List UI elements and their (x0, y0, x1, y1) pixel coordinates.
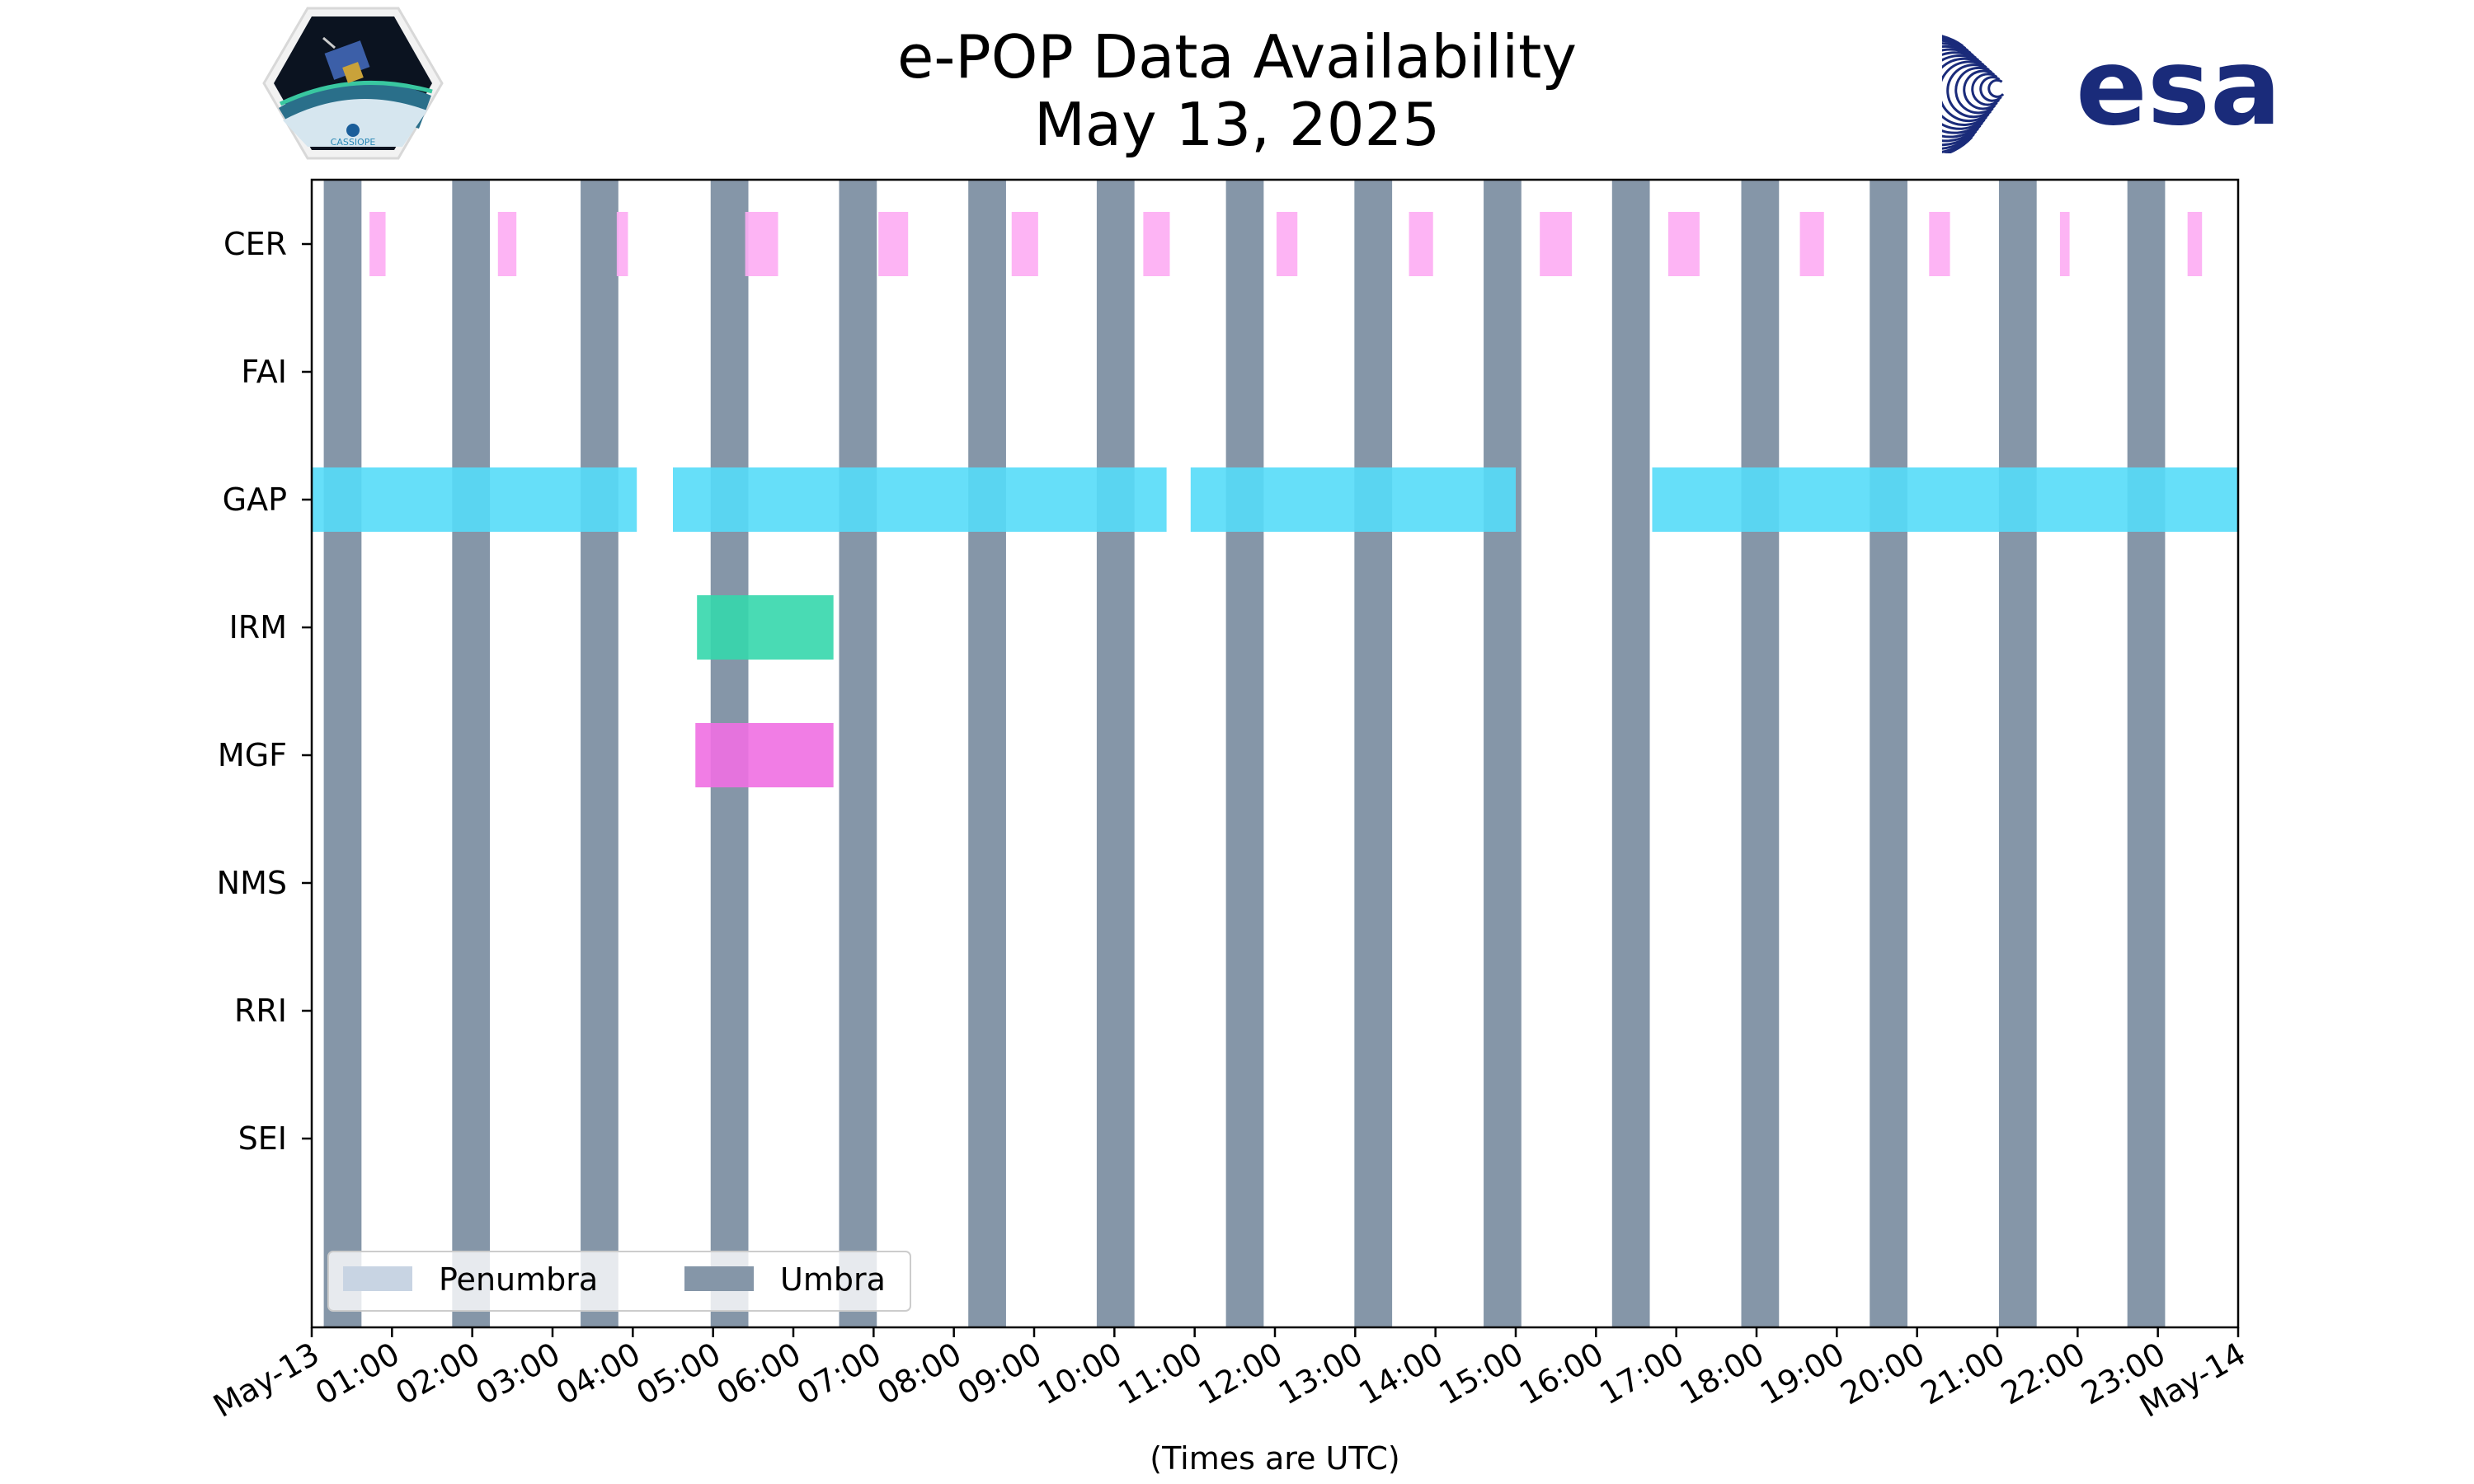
x-tick-label-22: 22:00 (1995, 1336, 2091, 1412)
x-tick-label-15: 15:00 (1433, 1336, 1530, 1412)
y-axis: CER FAI GAP IRM MGF NMS RRI SEI (217, 226, 312, 1157)
esa-swirl-arc-10 (1942, 48, 1983, 139)
y-tick-label-mgf: MGF (218, 737, 287, 773)
x-axis-label: (Times are UTC) (1150, 1440, 1399, 1477)
cer-bar-5 (1011, 212, 1038, 276)
cassiope-logo: CASSIOPE (262, 7, 444, 160)
x-tick-label-7: 07:00 (791, 1336, 887, 1412)
esa-swirl-arc-13 (1942, 39, 1978, 150)
x-tick-label-20: 20:00 (1834, 1336, 1931, 1412)
x-tick-label-3: 03:00 (470, 1336, 567, 1412)
y-tick-label-cer: CER (223, 226, 287, 262)
cer-bar-11 (1799, 212, 1824, 276)
umbra-band-2 (581, 180, 618, 1327)
umbra-band-0 (323, 180, 362, 1327)
umbra-band-1 (452, 180, 491, 1327)
x-tick-label-18: 18:00 (1674, 1336, 1771, 1412)
gap-bar-1 (673, 467, 1167, 532)
y-tick-label-sei: SEI (238, 1120, 287, 1157)
esa-logo-text: esa (2076, 26, 2281, 149)
esa-swirl-arc-4 (1954, 66, 1997, 115)
esa-swirl-arc-1 (1979, 76, 2002, 102)
esa-swirl-arc-11 (1942, 45, 1982, 143)
esa-swirl-arc-8 (1942, 54, 1987, 130)
x-tick-label-1: 01:00 (309, 1336, 406, 1412)
x-tick-label-21: 21:00 (1915, 1336, 2011, 1412)
esa-swirl-arc-5 (1946, 63, 1994, 119)
legend-box (327, 1251, 911, 1312)
umbra-band-4 (839, 180, 877, 1327)
x-tick-label-11: 11:00 (1112, 1336, 1208, 1412)
y-tick-label-nms: NMS (217, 865, 287, 901)
cer-bar-1 (497, 212, 517, 276)
irm-bar-0 (697, 595, 834, 660)
x-tick-label-17: 17:00 (1593, 1336, 1690, 1412)
x-tick-label-5: 05:00 (630, 1336, 727, 1412)
cer-bar-13 (2059, 212, 2070, 276)
y-tick-label-fai: FAI (241, 354, 287, 390)
umbra-band-6 (1096, 180, 1135, 1327)
umbra-band-5 (968, 180, 1006, 1327)
legend-umbra-swatch (684, 1266, 754, 1291)
x-tick-label-8: 08:00 (871, 1336, 967, 1412)
umbra-band-8 (1354, 180, 1393, 1327)
instrument-bars (312, 212, 2238, 787)
x-tick-label-10: 10:00 (1032, 1336, 1128, 1412)
gap-bar-0 (312, 467, 637, 532)
cer-bar-0 (369, 212, 386, 276)
umbra-band-12 (1870, 180, 1907, 1327)
legend-penumbra-label: Penumbra (439, 1261, 598, 1298)
legend-penumbra-swatch (343, 1266, 412, 1291)
x-tick-label-19: 19:00 (1754, 1336, 1851, 1412)
esa-swirl-arc-6 (1942, 60, 1992, 123)
legend-umbra-label: Umbra (780, 1261, 886, 1298)
x-tick-label-16: 16:00 (1513, 1336, 1610, 1412)
gap-bar-3 (1652, 467, 2238, 532)
umbra-band-10 (1611, 180, 1650, 1327)
mgf-bar-0 (695, 723, 834, 787)
esa-swirl-arc-12 (1942, 42, 1979, 147)
esa-swirl-arc-0 (1987, 78, 2005, 98)
x-tick-label-14: 14:00 (1352, 1336, 1449, 1412)
cer-bar-4 (878, 212, 909, 276)
umbra-band-9 (1484, 180, 1522, 1327)
x-tick-label-4: 04:00 (550, 1336, 647, 1412)
cer-bar-2 (616, 212, 628, 276)
y-tick-label-rri: RRI (234, 993, 287, 1029)
cer-bar-14 (2187, 212, 2203, 276)
cer-bar-10 (1667, 212, 1700, 276)
umbra-bands (323, 180, 2166, 1327)
x-tick-label-9: 09:00 (952, 1336, 1048, 1412)
legend: Penumbra Umbra (327, 1251, 911, 1312)
cer-bar-12 (1929, 212, 1950, 276)
x-tick-label-2: 02:00 (389, 1336, 486, 1412)
y-tick-label-irm: IRM (229, 609, 287, 646)
esa-swirl-arc-7 (1942, 57, 1990, 126)
cer-bar-8 (1409, 212, 1433, 276)
cer-bar-3 (745, 212, 778, 276)
cer-bar-7 (1276, 212, 1298, 276)
cer-bar-6 (1143, 212, 1170, 276)
x-tick-label-13: 13:00 (1272, 1336, 1369, 1412)
esa-logo: esa (1942, 26, 2281, 153)
umbra-band-11 (1741, 180, 1780, 1327)
cer-bar-9 (1540, 212, 1573, 276)
y-tick-label-gap: GAP (223, 481, 287, 518)
umbra-band-13 (1998, 180, 2037, 1327)
esa-swirl-arc-2 (1971, 73, 2001, 106)
umbra-band-7 (1225, 180, 1264, 1327)
esa-swirl-arc-3 (1963, 69, 1998, 110)
x-tick-label-6: 06:00 (711, 1336, 807, 1412)
chart-title-line2: May 13, 2025 (1033, 90, 1441, 159)
x-tick-label-12: 12:00 (1192, 1336, 1289, 1412)
x-axis: May-1301:0002:0003:0004:0005:0006:0007:0… (207, 1327, 2252, 1425)
umbra-band-14 (2127, 180, 2166, 1327)
gap-bar-2 (1190, 467, 1516, 532)
chart-title-line1: e-POP Data Availability (897, 22, 1577, 92)
x-tick-label-0: May-13 (207, 1336, 325, 1425)
cassiope-logo-text: CASSIOPE (331, 137, 376, 148)
esa-swirl-arc-9 (1942, 51, 1986, 134)
